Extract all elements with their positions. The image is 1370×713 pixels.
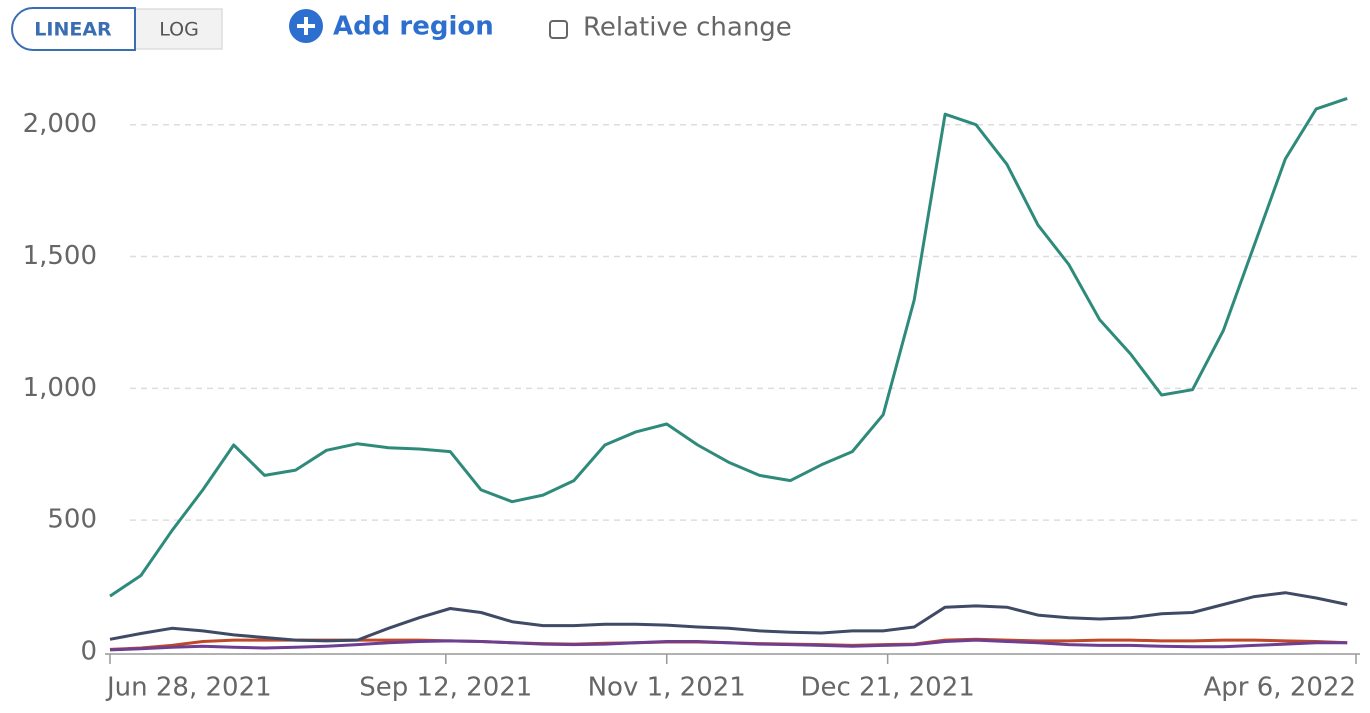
- y-tick-label: 1,000: [23, 373, 97, 403]
- x-tick-label: Sep 12, 2021: [359, 673, 532, 703]
- x-tick-label: Jun 28, 2021: [105, 673, 272, 703]
- series-line: [109, 96, 1348, 598]
- series-line: [109, 591, 1348, 643]
- linear-label[interactable]: LINEAR: [34, 19, 112, 41]
- relative-change[interactable]: Relative change: [583, 13, 792, 43]
- scale-toggle: LINEAR LOG: [11, 7, 223, 51]
- x-tick-label: Nov 1, 2021: [588, 673, 746, 703]
- x-tick-label: Apr 6, 2022: [1204, 673, 1356, 703]
- add-region[interactable]: Add region: [333, 12, 494, 42]
- linear-button[interactable]: [11, 7, 136, 51]
- y-tick-label: 500: [47, 505, 97, 535]
- x-tick-label: Dec 21, 2021: [800, 673, 974, 703]
- y-tick-label: 2,000: [23, 109, 97, 139]
- y-tick-label: 0: [80, 637, 97, 667]
- series-line: [109, 638, 1348, 652]
- checkbox[interactable]: [549, 20, 568, 39]
- y-tick-label: 1,500: [23, 241, 97, 271]
- log-button[interactable]: LOG: [159, 19, 199, 41]
- plus: [297, 17, 315, 35]
